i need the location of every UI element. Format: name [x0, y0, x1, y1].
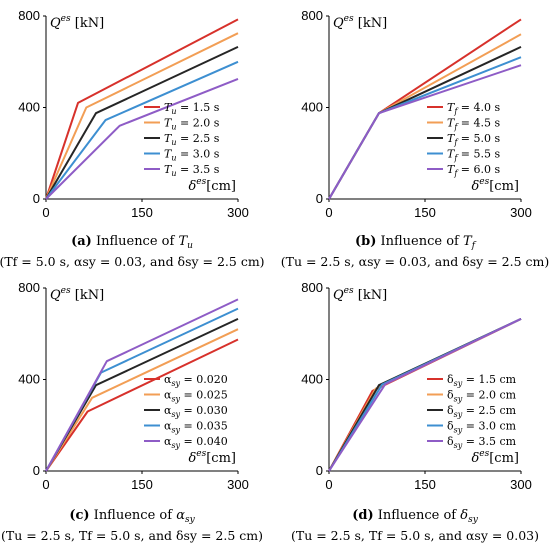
chart-panel-c: 0 400 800 0 150 300 Qes [kN] δes[cm] αsy = 0.020…	[1, 280, 263, 543]
legend-label: αsy = 0.020	[164, 373, 228, 388]
series-line-3	[45, 45, 239, 200]
x-tick-label: 0	[42, 205, 49, 220]
y-tick-label: 400	[301, 100, 323, 115]
legend-label: δsy = 3.0 cm	[447, 420, 517, 435]
y-tick-label: 800	[301, 8, 323, 23]
x-tick-label: 300	[227, 477, 249, 492]
panel-caption-params: (Tu = 2.5 s, Tf = 5.0 s, and αsy = 0.03)	[291, 528, 539, 543]
y-axis-label: Qes [kN]	[333, 14, 387, 31]
panel-caption: (b) Influence of Tf	[355, 234, 477, 251]
series-line-5	[328, 64, 522, 200]
legend-label: Tu = 3.5 s	[164, 163, 220, 178]
series-line-2	[45, 32, 239, 200]
y-tick-label: 800	[18, 280, 40, 295]
x-tick-label: 150	[131, 477, 153, 492]
panel-caption-params: (Tu = 2.5 s, αsy = 0.03, and δsy = 2.5 c…	[281, 254, 550, 269]
legend-label: δsy = 1.5 cm	[447, 373, 517, 388]
legend-label: Tu = 1.5 s	[164, 101, 220, 116]
legend-label: Tu = 2.0 s	[164, 117, 220, 132]
legend-label: δsy = 2.0 cm	[447, 389, 517, 404]
y-tick-label: 400	[301, 372, 323, 387]
chart-panel-d: 0 400 800 0 150 300 Qes [kN] δes[cm] δsy = 1.5 c…	[291, 280, 539, 543]
y-axis-label: Qes [kN]	[50, 14, 104, 31]
series-line-2	[45, 328, 239, 472]
x-axis-label: δes[cm]	[188, 177, 236, 194]
legend-label: Tf = 5.0 s	[447, 132, 501, 147]
y-tick-label: 400	[18, 100, 40, 115]
x-tick-label: 0	[325, 477, 332, 492]
x-axis-label: δes[cm]	[471, 449, 519, 466]
legend-label: αsy = 0.035	[164, 420, 228, 435]
series-line-1	[45, 338, 239, 472]
series-line-5	[328, 317, 522, 472]
legend-label: Tu = 3.0 s	[164, 148, 220, 163]
series-line-4	[45, 60, 239, 200]
panel-caption: (a) Influence of Tu	[71, 234, 193, 251]
legend-label: αsy = 0.040	[164, 435, 228, 450]
legend-label: Tf = 6.0 s	[447, 163, 501, 178]
series-line-5	[45, 77, 239, 200]
series-line-5	[45, 298, 239, 472]
panel-caption: (d) Influence of δsy	[352, 508, 478, 525]
x-tick-label: 300	[510, 477, 532, 492]
legend-label: αsy = 0.025	[164, 389, 228, 404]
x-tick-label: 300	[510, 205, 532, 220]
legend-label: Tf = 4.0 s	[447, 101, 501, 116]
y-tick-label: 0	[33, 191, 40, 206]
series-line-1	[45, 18, 239, 200]
legend-label: δsy = 3.5 cm	[447, 435, 517, 450]
legend-label: Tf = 4.5 s	[447, 117, 501, 132]
y-tick-label: 0	[316, 463, 323, 478]
x-tick-label: 150	[414, 477, 436, 492]
y-tick-label: 0	[316, 191, 323, 206]
panel-caption: (c) Influence of αsy	[69, 508, 195, 525]
y-tick-label: 800	[18, 8, 40, 23]
x-axis-label: δes[cm]	[471, 177, 519, 194]
y-tick-label: 0	[33, 463, 40, 478]
x-tick-label: 0	[42, 477, 49, 492]
y-tick-label: 400	[18, 372, 40, 387]
legend-label: Tu = 2.5 s	[164, 132, 220, 147]
y-axis-label: Qes [kN]	[333, 286, 387, 303]
panel-caption-params: (Tf = 5.0 s, αsy = 0.03, and δsy = 2.5 c…	[0, 254, 265, 269]
x-tick-label: 150	[414, 205, 436, 220]
legend-label: δsy = 2.5 cm	[447, 404, 517, 419]
y-tick-label: 800	[301, 280, 323, 295]
legend-label: αsy = 0.030	[164, 404, 228, 419]
x-tick-label: 150	[131, 205, 153, 220]
x-tick-label: 0	[325, 205, 332, 220]
x-axis-label: δes[cm]	[188, 449, 236, 466]
panel-caption-params: (Tu = 2.5 s, Tf = 5.0 s, and δsy = 2.5 c…	[1, 528, 263, 543]
legend-label: Tf = 5.5 s	[447, 148, 501, 163]
y-axis-label: Qes [kN]	[50, 286, 104, 303]
x-tick-label: 300	[227, 205, 249, 220]
